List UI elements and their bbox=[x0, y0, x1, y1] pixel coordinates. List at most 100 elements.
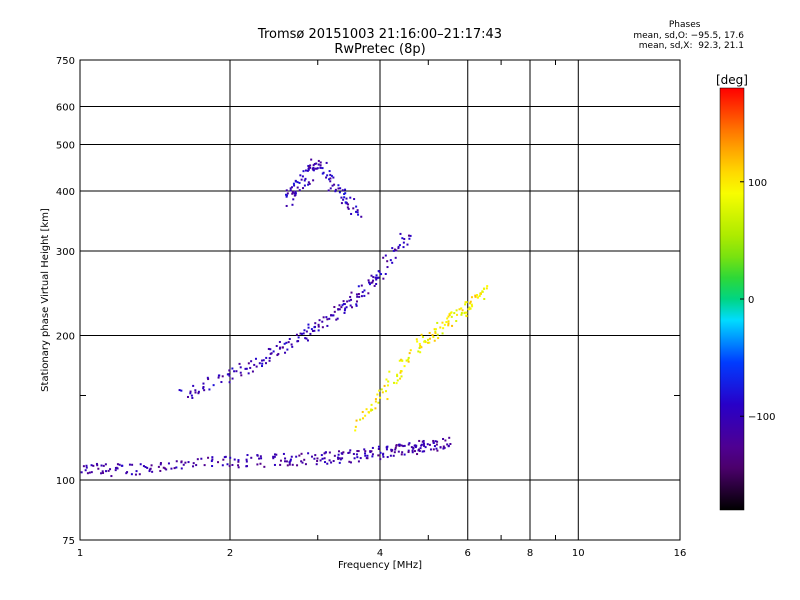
y-tick-label: 300 bbox=[56, 247, 75, 258]
echo-point bbox=[319, 459, 322, 462]
echo-point bbox=[481, 290, 484, 293]
echo-point bbox=[420, 443, 423, 446]
echo-point bbox=[343, 311, 346, 314]
echo-point bbox=[208, 388, 211, 391]
echo-point bbox=[319, 166, 322, 169]
echo-point bbox=[350, 212, 353, 215]
echo-point bbox=[380, 273, 383, 276]
echo-point bbox=[344, 307, 347, 310]
echo-point bbox=[295, 333, 298, 336]
echo-point bbox=[105, 470, 108, 473]
echo-point bbox=[465, 301, 468, 304]
echo-point bbox=[366, 454, 369, 457]
echo-point bbox=[400, 453, 403, 456]
echo-point bbox=[399, 377, 402, 380]
echo-point bbox=[293, 192, 296, 195]
echo-point bbox=[432, 439, 435, 442]
echo-point bbox=[355, 205, 358, 208]
echo-point bbox=[346, 300, 349, 303]
echo-point bbox=[341, 304, 344, 307]
echo-point bbox=[333, 305, 336, 308]
echo-point bbox=[149, 467, 152, 470]
echo-point bbox=[245, 458, 248, 461]
echo-point bbox=[356, 211, 359, 214]
echo-point bbox=[134, 473, 137, 476]
echo-point bbox=[368, 281, 371, 284]
echo-point bbox=[344, 188, 347, 191]
echo-point bbox=[278, 347, 281, 350]
echo-point bbox=[315, 463, 318, 466]
echo-point bbox=[359, 418, 362, 421]
echo-point bbox=[327, 189, 330, 192]
echo-point bbox=[328, 170, 331, 173]
echo-point bbox=[304, 177, 307, 180]
echo-point bbox=[428, 341, 431, 344]
echo-point bbox=[424, 446, 427, 449]
echo-point bbox=[450, 311, 453, 314]
echo-point bbox=[235, 370, 238, 373]
echo-point bbox=[195, 464, 198, 467]
echo-point bbox=[227, 373, 230, 376]
echo-point bbox=[360, 295, 363, 298]
echo-point bbox=[338, 461, 341, 464]
echo-point bbox=[391, 261, 394, 264]
echo-point bbox=[446, 443, 449, 446]
echo-point bbox=[376, 393, 379, 396]
x-tick-label: 2 bbox=[227, 548, 233, 559]
echo-point bbox=[374, 407, 377, 410]
echo-point bbox=[326, 174, 329, 177]
trace-f-layer-o-mode bbox=[178, 232, 412, 399]
echo-point bbox=[377, 448, 380, 451]
echo-point bbox=[416, 453, 419, 456]
echo-point bbox=[442, 327, 445, 330]
echo-point bbox=[192, 462, 195, 465]
echo-point bbox=[90, 464, 93, 467]
echo-point bbox=[258, 457, 261, 460]
echo-point bbox=[390, 448, 393, 451]
echo-point bbox=[300, 452, 303, 455]
echo-point bbox=[128, 463, 131, 466]
y-tick-label: 750 bbox=[56, 56, 75, 67]
echo-point bbox=[338, 308, 341, 311]
echo-point bbox=[114, 469, 117, 472]
echo-point bbox=[402, 241, 405, 244]
echo-point bbox=[347, 451, 350, 454]
echo-point bbox=[407, 360, 410, 363]
echo-point bbox=[288, 337, 291, 340]
echo-point bbox=[383, 384, 386, 387]
echo-point bbox=[412, 447, 415, 450]
echo-point bbox=[356, 209, 359, 212]
echo-point bbox=[298, 189, 301, 192]
echo-point bbox=[338, 304, 341, 307]
echo-point bbox=[192, 384, 195, 387]
echo-point bbox=[407, 358, 410, 361]
echo-point bbox=[331, 314, 334, 317]
echo-point bbox=[364, 414, 367, 417]
echo-point bbox=[357, 450, 360, 453]
echo-point bbox=[332, 176, 335, 179]
echo-point bbox=[139, 463, 142, 466]
echo-point bbox=[228, 374, 231, 377]
echo-point bbox=[82, 465, 85, 468]
echo-point bbox=[258, 362, 261, 365]
echo-point bbox=[350, 298, 353, 301]
echo-point bbox=[162, 466, 165, 469]
echo-point bbox=[100, 464, 103, 467]
echo-point bbox=[354, 429, 357, 432]
echo-point bbox=[277, 352, 280, 355]
echo-point bbox=[294, 190, 297, 193]
echo-point bbox=[359, 457, 362, 460]
echo-point bbox=[342, 300, 345, 303]
echo-point bbox=[363, 294, 366, 297]
echo-point bbox=[448, 436, 451, 439]
echo-point bbox=[126, 471, 129, 474]
echo-point bbox=[289, 459, 292, 462]
echo-point bbox=[285, 189, 288, 192]
echo-point bbox=[317, 323, 320, 326]
echo-point bbox=[302, 332, 305, 335]
echo-point bbox=[285, 195, 288, 198]
echo-point bbox=[231, 367, 234, 370]
chart-subtitle: RwPretec (8p) bbox=[334, 42, 426, 57]
echo-point bbox=[476, 296, 479, 299]
echo-point bbox=[336, 317, 339, 320]
